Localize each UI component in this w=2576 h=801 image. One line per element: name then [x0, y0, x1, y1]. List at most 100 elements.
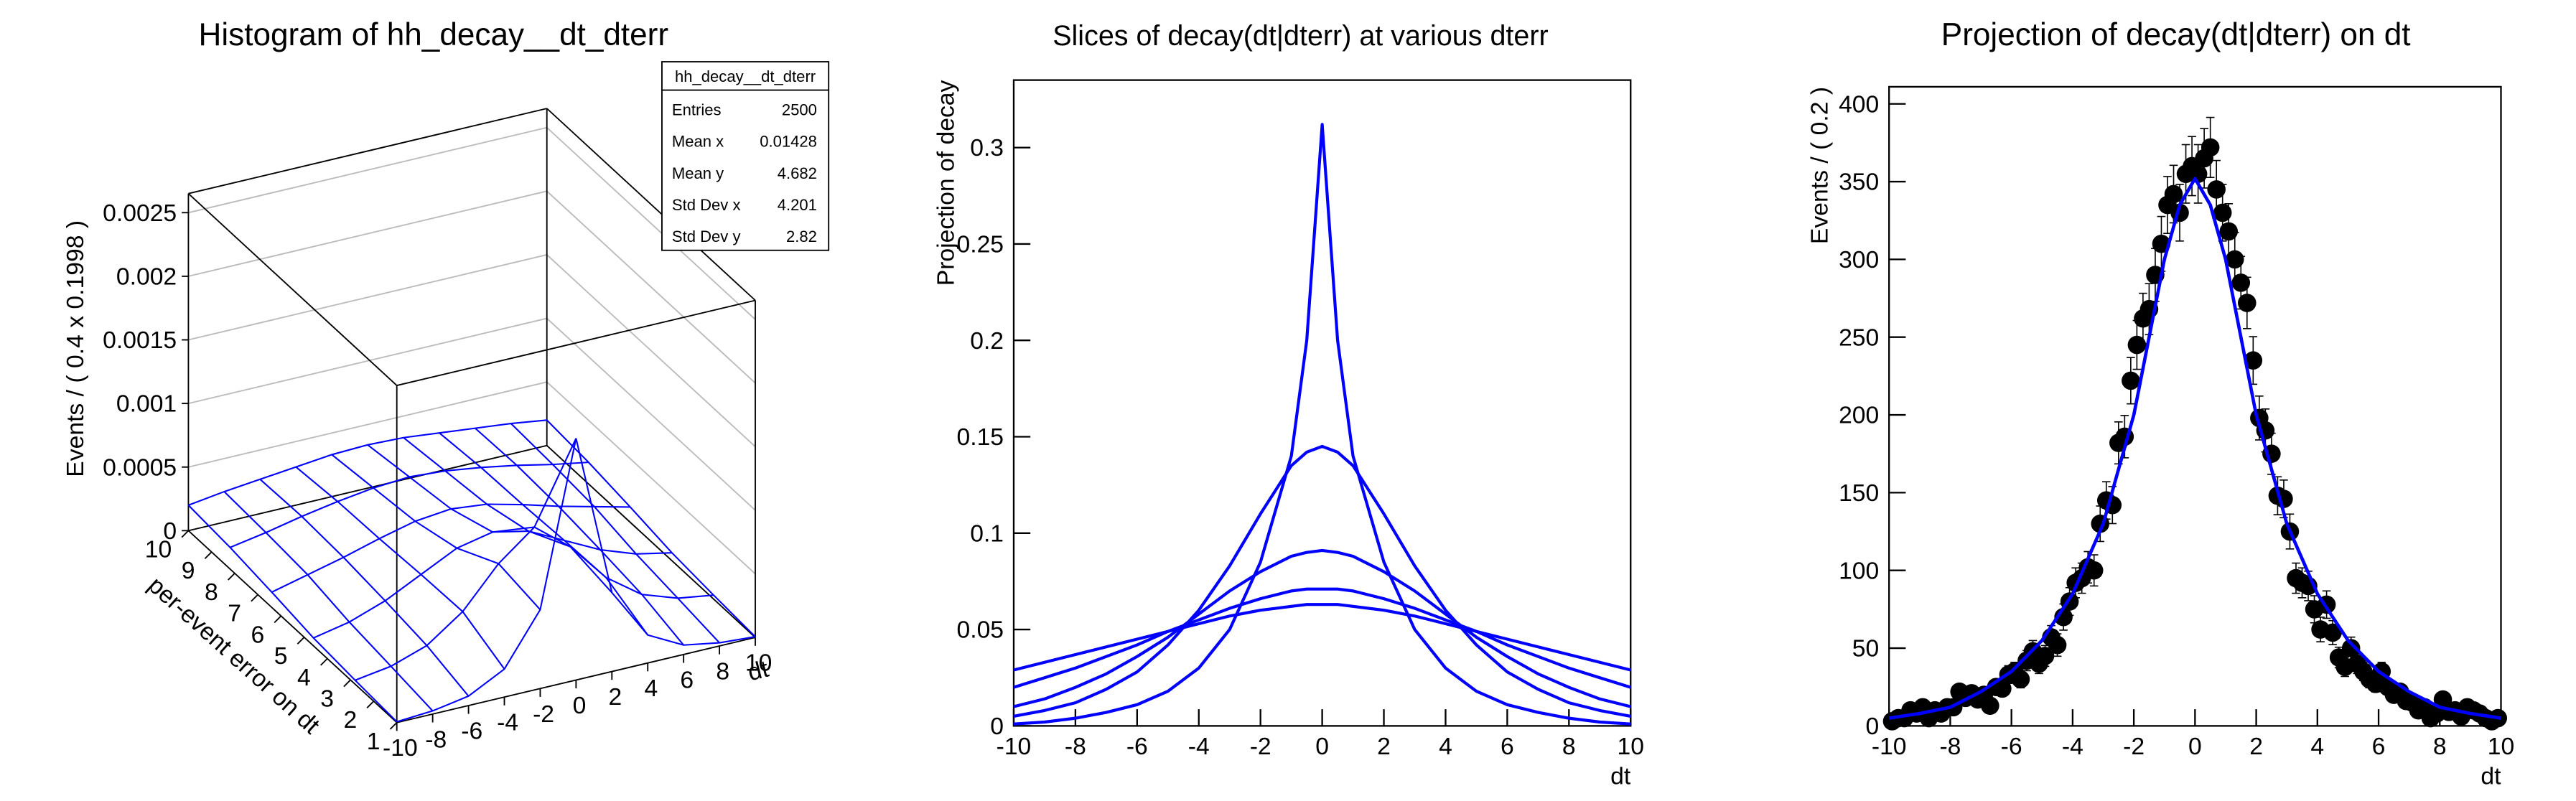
- x-tick-label: -6: [2001, 734, 2022, 760]
- z-axis-label: Events / ( 0.4 x 0.1998 ): [62, 220, 89, 477]
- data-point: [2122, 371, 2140, 390]
- z-tick-label: 0.0005: [103, 454, 177, 481]
- data-point: [2213, 203, 2232, 222]
- stats-name: Entries: [672, 100, 722, 118]
- data-point: [2048, 635, 2067, 655]
- y-tick-label: 0.3: [970, 135, 1004, 161]
- plot-frame: [1012, 79, 1632, 727]
- stats-value: 0.01428: [760, 133, 817, 151]
- surface-column: [546, 419, 756, 637]
- x-tick-label: 6: [680, 667, 694, 693]
- surface-row: [188, 419, 547, 506]
- y-tick-label: 0: [990, 713, 1004, 740]
- y-tick-label: 5: [274, 643, 288, 670]
- data-point: [1993, 679, 2012, 698]
- y-tick-label: 4: [297, 665, 311, 691]
- surface-column: [295, 466, 505, 670]
- x-tick-label: -2: [1250, 734, 1271, 760]
- x-tick-label: 6: [1501, 734, 1514, 760]
- y-tick-label: 0: [1866, 713, 1880, 740]
- series-line: [1013, 444, 1631, 718]
- y-tick: [227, 573, 235, 581]
- y-tick-label: 400: [1839, 91, 1879, 118]
- surface-row: [313, 530, 672, 639]
- y-tick-label: 8: [205, 579, 218, 606]
- chart-title: Projection of decay(dt|dterr) on dt: [1941, 17, 2411, 52]
- x-tick-label: 4: [645, 675, 658, 702]
- series-line: [1013, 123, 1631, 726]
- stats-name: Std Dev x: [672, 196, 741, 214]
- box-edge: [396, 299, 756, 386]
- surface-column: [403, 436, 613, 594]
- stats-name: Std Dev y: [672, 228, 741, 245]
- surface-column: [439, 432, 649, 636]
- data-point: [2011, 670, 2030, 689]
- y-tick: [181, 530, 190, 538]
- y-tick-label: 6: [251, 622, 264, 648]
- x-tick-label: 8: [716, 658, 729, 685]
- x-tick-label: 10: [1618, 734, 1644, 760]
- x-tick-label: 2: [609, 684, 622, 711]
- stats-value: 4.682: [778, 164, 817, 182]
- y-tick-label: 0.05: [957, 617, 1004, 644]
- data-point: [2231, 273, 2251, 292]
- z-tick-label: 0: [163, 518, 177, 545]
- y-axis-label: per-event error on dt: [143, 572, 325, 740]
- y-tick-label: 0.2: [970, 328, 1004, 355]
- stats-name: Mean y: [672, 164, 724, 182]
- y-tick-label: 7: [228, 601, 241, 627]
- stats-value: 2500: [782, 100, 817, 118]
- stats-frame: [661, 61, 830, 251]
- x-tick-label: -10: [383, 735, 418, 762]
- surface-row: [271, 503, 630, 593]
- x-tick-label: 6: [2372, 734, 2386, 760]
- y-tick: [274, 615, 282, 624]
- grid-line: [188, 317, 756, 511]
- series-line: [1013, 587, 1631, 689]
- z-tick-label: 0.002: [116, 264, 177, 291]
- chart-title: Slices of decay(dt|dterr) at various dte…: [1053, 20, 1548, 52]
- y-tick: [343, 679, 351, 688]
- chart-title: Histogram of hh_decay__dt_dterr: [199, 17, 669, 52]
- x-tick-label: 4: [2310, 734, 2324, 760]
- box-edge: [188, 444, 547, 532]
- x-tick-label: 2: [2249, 734, 2263, 760]
- x-tick-label: -10: [1872, 734, 1907, 760]
- x-tick-label: -8: [1939, 734, 1961, 760]
- surface-column: [187, 505, 398, 723]
- grid-line: [188, 253, 756, 447]
- data-point: [2207, 180, 2226, 199]
- box-edge: [187, 193, 398, 386]
- stats-name: Mean x: [672, 133, 724, 151]
- box-edge: [546, 445, 756, 638]
- y-axis-label: Events / ( 0.2 ): [1806, 87, 1833, 244]
- x-tick-label: -8: [1065, 734, 1086, 760]
- stats-title: hh_decay__dt_dterr: [675, 67, 816, 85]
- surface-column: [223, 491, 434, 712]
- data-point: [2084, 561, 2104, 580]
- x-tick-label: -2: [533, 701, 554, 728]
- data-point: [1981, 696, 1999, 715]
- x-tick-label: 10: [745, 650, 772, 677]
- data-point: [2238, 294, 2257, 312]
- x-tick-label: 8: [1562, 734, 1576, 760]
- y-tick-label: 3: [320, 685, 334, 712]
- x-tick-label: 10: [2488, 734, 2514, 760]
- x-axis-label: dt: [1610, 764, 1631, 790]
- y-tick: [389, 722, 398, 730]
- data-point: [2035, 647, 2055, 665]
- x-tick-label: 2: [1377, 734, 1391, 760]
- y-axis-label: Projection of decay: [933, 80, 959, 286]
- x-tick-label: 0: [573, 693, 587, 719]
- y-tick: [320, 657, 328, 666]
- y-tick-label: 0.1: [970, 520, 1004, 547]
- x-tick-label: 0: [2188, 734, 2202, 760]
- surface-column: [510, 423, 720, 644]
- stats-value: 2.82: [786, 228, 817, 245]
- y-tick-label: 200: [1839, 403, 1879, 429]
- series-line: [1013, 603, 1631, 672]
- y-tick-label: 50: [1852, 636, 1879, 662]
- surface-column: [331, 454, 541, 611]
